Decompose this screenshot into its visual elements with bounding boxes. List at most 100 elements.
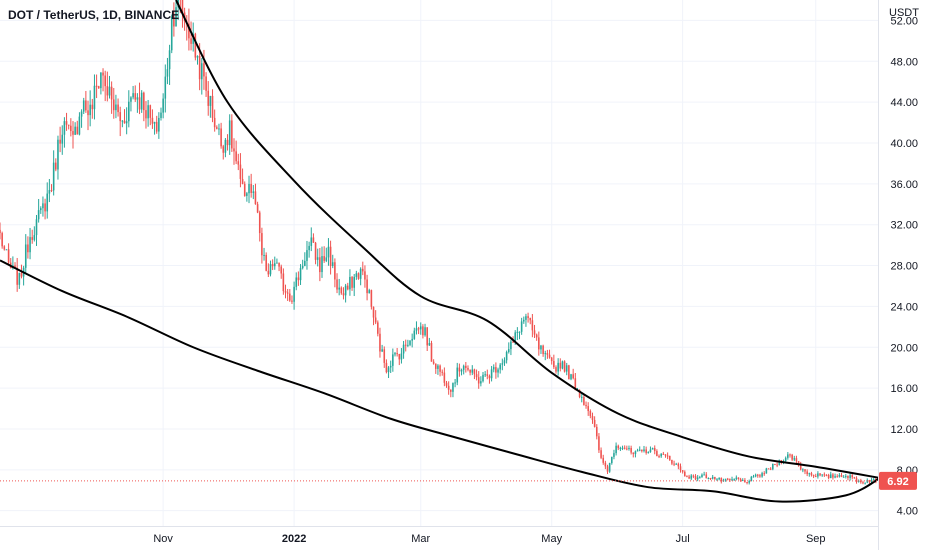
candle-body xyxy=(67,124,70,126)
y-tick-label: 44.00 xyxy=(890,97,918,109)
candle-body xyxy=(439,365,441,372)
price-axis[interactable]: USDT 52.00 48.00 44.00 40.00 36.00 32.00 28.00… xyxy=(878,0,920,550)
candle-body xyxy=(224,139,227,153)
candle-body xyxy=(37,210,40,220)
wedge-line-lower[interactable] xyxy=(0,259,881,503)
candle-body xyxy=(626,448,628,450)
candle-body xyxy=(870,479,873,482)
candle-body xyxy=(168,50,171,70)
candle-body xyxy=(155,121,158,132)
candle-body xyxy=(387,367,390,373)
candle-body xyxy=(246,193,248,196)
candle-body xyxy=(632,452,635,455)
candle-body xyxy=(284,291,287,293)
candle-body xyxy=(267,270,270,275)
candle-body xyxy=(679,466,682,471)
y-tick-label: 24.00 xyxy=(890,301,918,313)
candle-body xyxy=(460,369,463,372)
time-axis[interactable]: Nov 2022 Mar May Jul Sep xyxy=(0,526,878,546)
candle-body xyxy=(241,178,244,184)
candle-body xyxy=(763,473,766,475)
chart-title: DOT / TetherUS, 1D, BINANCE xyxy=(8,8,179,22)
candle-body xyxy=(368,290,371,294)
candle-body xyxy=(424,327,426,336)
falling-wedge-lines xyxy=(0,0,881,503)
candle-body xyxy=(454,382,456,384)
candle-body xyxy=(295,277,298,287)
candle-body xyxy=(653,448,656,452)
candle-body xyxy=(222,146,225,153)
candle-body xyxy=(239,164,242,179)
candle-body xyxy=(392,354,394,366)
candle-body xyxy=(297,277,300,281)
candle-body xyxy=(379,333,381,352)
y-tick-label: 20.00 xyxy=(890,342,918,354)
candle-body xyxy=(396,353,398,355)
candle-body xyxy=(529,317,532,321)
candle-body xyxy=(748,480,750,483)
candle-body xyxy=(57,139,59,170)
candle-body xyxy=(316,257,319,260)
candle-body xyxy=(374,317,377,323)
candle-body xyxy=(125,121,128,124)
candle-body xyxy=(271,264,274,267)
candle-body xyxy=(868,479,871,482)
candle-body xyxy=(385,362,388,373)
candle-body xyxy=(503,360,506,364)
candle-body xyxy=(589,411,592,416)
candle-body xyxy=(507,349,510,353)
candle-body xyxy=(550,357,553,362)
candle-body xyxy=(59,139,61,144)
candle-body xyxy=(434,363,437,369)
candle-body xyxy=(417,328,420,330)
candle-body xyxy=(671,459,673,464)
candle-body xyxy=(817,473,819,477)
candle-body xyxy=(480,381,482,384)
candle-body xyxy=(619,447,622,449)
candle-body xyxy=(825,474,828,476)
wedge-line-upper[interactable] xyxy=(175,0,881,479)
candle-body xyxy=(52,162,55,191)
candle-body xyxy=(329,246,332,266)
candle-body xyxy=(194,33,197,58)
candle-body xyxy=(82,100,85,112)
candle-body xyxy=(346,285,349,290)
candle-body xyxy=(16,267,18,285)
y-tick-label: 52.00 xyxy=(890,15,918,27)
candle-body xyxy=(855,478,858,482)
candle-body xyxy=(377,322,379,334)
candle-body xyxy=(402,344,405,354)
candle-body xyxy=(445,382,448,386)
candle-body xyxy=(87,110,89,116)
candle-body xyxy=(364,271,366,280)
candle-body xyxy=(321,256,323,273)
candle-body xyxy=(389,365,392,368)
candle-body xyxy=(555,367,557,372)
candle-body xyxy=(261,233,263,256)
candle-body xyxy=(400,353,403,360)
candle-body xyxy=(233,148,235,152)
candle-body xyxy=(130,97,132,102)
candle-body xyxy=(720,477,723,482)
candle-body xyxy=(660,453,662,457)
candle-body xyxy=(608,463,611,472)
candle-body xyxy=(668,455,671,460)
candle-body xyxy=(39,208,42,211)
candle-body xyxy=(797,461,800,465)
candle-body xyxy=(514,332,517,342)
candle-body xyxy=(705,474,708,479)
candle-body xyxy=(188,23,190,39)
candle-body xyxy=(200,63,203,80)
candle-body xyxy=(106,86,109,96)
candle-body xyxy=(119,112,122,122)
candle-body xyxy=(754,474,757,477)
candle-body xyxy=(132,93,134,98)
candle-body xyxy=(27,244,29,253)
candle-body xyxy=(419,326,422,330)
candle-body xyxy=(484,374,486,376)
candle-body xyxy=(342,293,345,296)
candle-body xyxy=(578,389,581,397)
candle-body xyxy=(415,328,418,331)
candle-body xyxy=(231,120,233,149)
